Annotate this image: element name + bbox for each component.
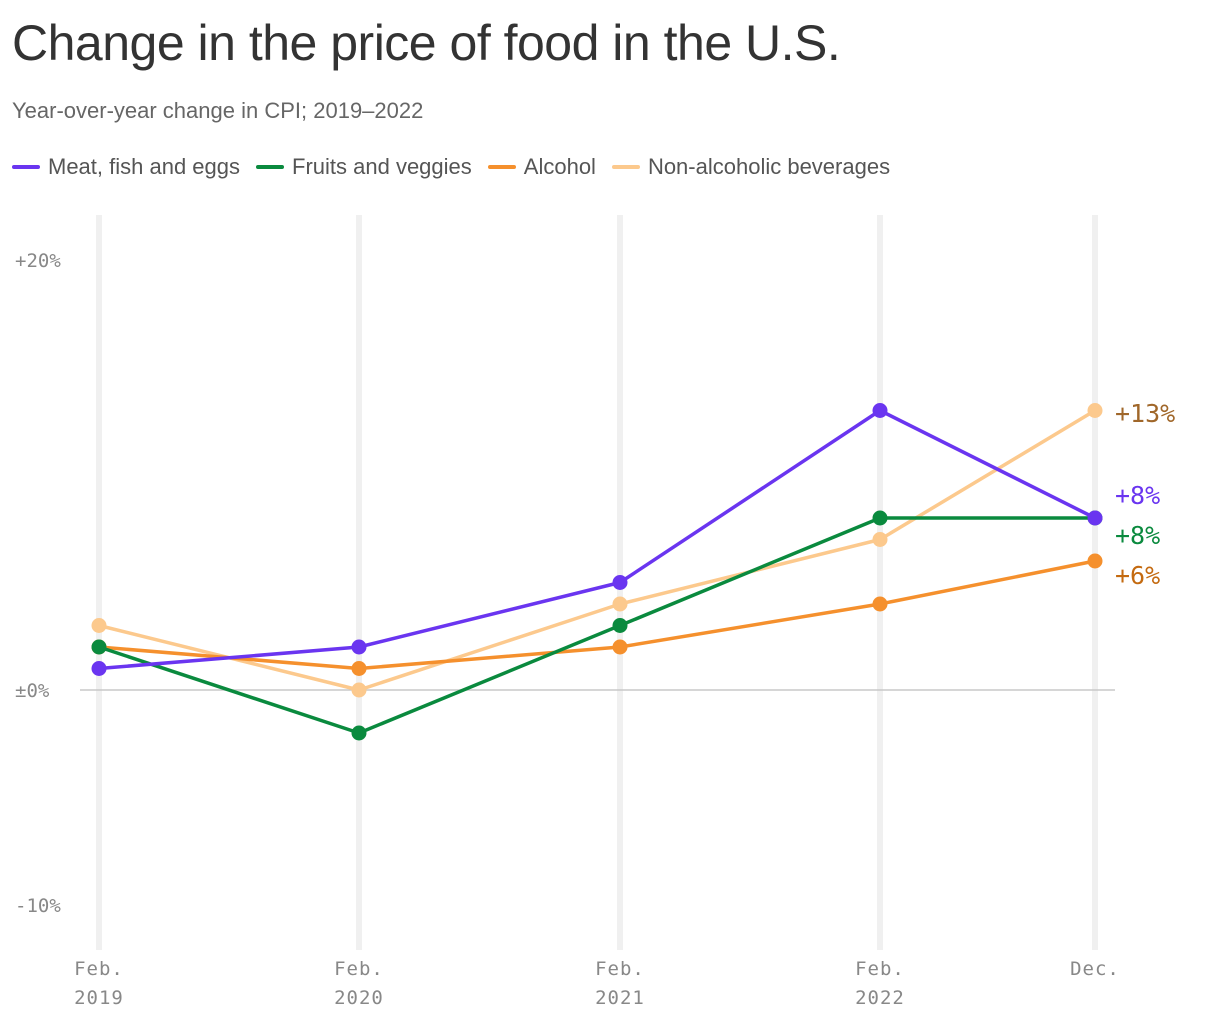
data-point-3-4 [1087, 403, 1103, 418]
data-point-2-4 [1087, 553, 1103, 569]
data-point-1-3 [872, 510, 888, 526]
y-tick-label-1: ±0% [15, 680, 50, 702]
chart-subtitle: Year-over-year change in CPI; 2019–2022 [12, 98, 424, 123]
series-line-2 [97, 559, 1097, 671]
data-point-3-0 [91, 618, 107, 633]
chart-legend: Meat, fish and eggs Fruits and veggies A… [12, 154, 906, 180]
legend-swatch-alcohol [487, 165, 516, 169]
data-point-3-3 [872, 532, 888, 547]
data-point-0-1 [351, 639, 367, 655]
data-point-1-1 [351, 725, 367, 741]
legend-item-meat: Meat, fish and eggs [12, 154, 240, 180]
series-line-1 [97, 516, 1097, 735]
end-label-3: +13% [1115, 399, 1175, 428]
x-tick-year-0: 2019 [74, 987, 124, 1009]
end-label-1: +8% [1115, 521, 1160, 550]
x-tick-year-1: 2020 [334, 987, 384, 1009]
data-point-0-3 [872, 403, 888, 418]
end-label-2: +6% [1115, 561, 1160, 590]
chart-title: Change in the price of food in the U.S. [12, 15, 841, 71]
x-tick-label-2: Feb. [595, 958, 645, 980]
x-tick-year-2: 2021 [595, 987, 645, 1009]
y-tick-label-0: +20% [15, 250, 61, 272]
legend-swatch-beverages [611, 165, 640, 169]
data-point-2-3 [872, 596, 888, 612]
x-tick-label-3: Feb. [855, 958, 905, 980]
legend-label-meat: Meat, fish and eggs [48, 154, 241, 179]
data-point-0-2 [612, 575, 628, 590]
data-point-1-2 [612, 618, 628, 633]
data-point-0-4 [1087, 510, 1103, 526]
end-label-0: +8% [1115, 481, 1160, 510]
x-tick-year-3: 2022 [855, 987, 905, 1009]
series-line-0 [97, 408, 1097, 671]
legend-item-alcohol: Alcohol [487, 154, 596, 180]
data-point-1-0 [91, 639, 107, 655]
legend-item-beverages: Non-alcoholic beverages [611, 154, 891, 180]
data-point-2-1 [351, 661, 367, 676]
legend-label-fruits: Fruits and veggies [292, 154, 472, 179]
legend-item-fruits: Fruits and veggies [256, 154, 472, 180]
x-tick-label-1: Feb. [334, 958, 384, 980]
data-point-3-2 [612, 596, 628, 612]
data-point-0-0 [91, 661, 107, 676]
legend-label-beverages: Non-alcoholic beverages [647, 154, 891, 179]
legend-swatch-meat [12, 165, 40, 169]
data-point-2-2 [612, 639, 628, 655]
legend-label-alcohol: Alcohol [523, 154, 596, 179]
legend-swatch-fruits [256, 165, 285, 169]
x-tick-label-0: Feb. [74, 958, 124, 980]
data-point-3-1 [351, 682, 367, 698]
y-tick-label-2: -10% [15, 895, 61, 917]
x-tick-label-4: Dec. [1070, 958, 1120, 980]
